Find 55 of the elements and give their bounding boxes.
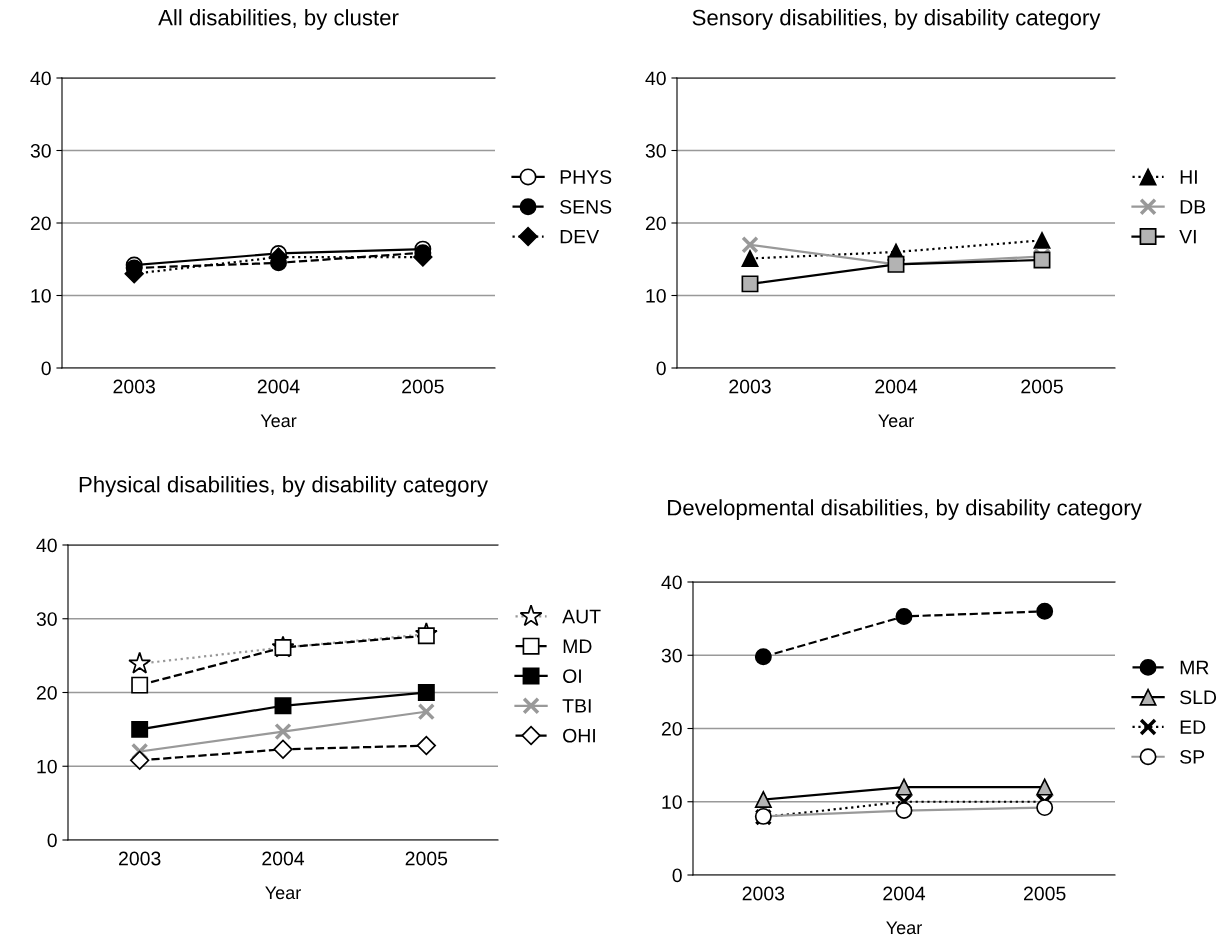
- legend-label: PHYS: [560, 170, 612, 184]
- chart-title: All disabilities, by cluster: [158, 9, 399, 30]
- chart-title: Developmental disabilities, by disability category: [668, 499, 1142, 520]
- legend-label: OI: [563, 669, 581, 683]
- chart-title: Sensory disabilities, by disability category: [692, 9, 1101, 30]
- y-tick-label: 40: [645, 71, 666, 86]
- legend-label: VI: [1179, 229, 1196, 244]
- y-tick-label: 30: [30, 143, 51, 158]
- y-tick-label: 30: [36, 612, 57, 626]
- legend-label: TBI: [562, 699, 591, 713]
- y-tick-label: 20: [30, 216, 51, 231]
- legend-label: ED: [1180, 720, 1206, 734]
- y-tick-label: 30: [645, 143, 666, 158]
- x-tick-label: 2003: [113, 379, 155, 394]
- legend-label: HI: [1180, 170, 1197, 184]
- y-tick-label: 30: [661, 648, 682, 663]
- legend-label: DB: [1180, 200, 1206, 214]
- x-tick-label: 2004: [875, 379, 918, 394]
- x-tick-label: 2005: [1021, 379, 1063, 394]
- x-tick-label: 2003: [729, 379, 771, 394]
- y-tick-label: 40: [30, 71, 51, 86]
- x-axis-title: Year: [886, 921, 922, 935]
- y-tick-label: 0: [41, 361, 51, 376]
- y-tick-label: 0: [47, 833, 57, 848]
- legend-label: SP: [1180, 749, 1205, 764]
- x-tick-label: 2004: [262, 851, 305, 866]
- legend-label: MD: [563, 639, 592, 653]
- x-tick-label: 2003: [119, 851, 161, 866]
- y-tick-label: 10: [646, 288, 666, 303]
- y-tick-label: 20: [36, 685, 57, 700]
- legend-label: SLD: [1180, 690, 1217, 705]
- chart-title: Physical disabilities, by disability category: [79, 476, 488, 497]
- x-tick-label: 2003: [742, 886, 785, 901]
- legend-label: OHI: [563, 728, 595, 743]
- legend-label: DEV: [560, 229, 600, 244]
- y-tick-label: 40: [661, 575, 682, 590]
- x-tick-label: 2005: [405, 851, 448, 866]
- y-tick-label: 10: [662, 795, 682, 809]
- y-tick-label: 10: [37, 759, 57, 774]
- x-axis-title: Year: [260, 414, 297, 428]
- x-tick-label: 2004: [883, 886, 926, 901]
- legend-label: AUT: [562, 609, 601, 624]
- y-tick-label: 40: [36, 538, 57, 553]
- y-tick-label: 20: [661, 721, 682, 736]
- x-tick-label: 2004: [257, 379, 300, 394]
- y-tick-label: 0: [672, 868, 682, 883]
- x-tick-label: 2005: [402, 379, 444, 394]
- x-tick-label: 2005: [1024, 886, 1066, 901]
- legend-label: SENS: [560, 199, 612, 214]
- y-tick-label: 0: [656, 361, 666, 376]
- y-tick-label: 20: [645, 216, 666, 231]
- y-tick-label: 10: [31, 288, 51, 303]
- legend-label: MR: [1180, 660, 1209, 675]
- x-axis-title: Year: [265, 886, 301, 900]
- x-axis-title: Year: [878, 414, 914, 428]
